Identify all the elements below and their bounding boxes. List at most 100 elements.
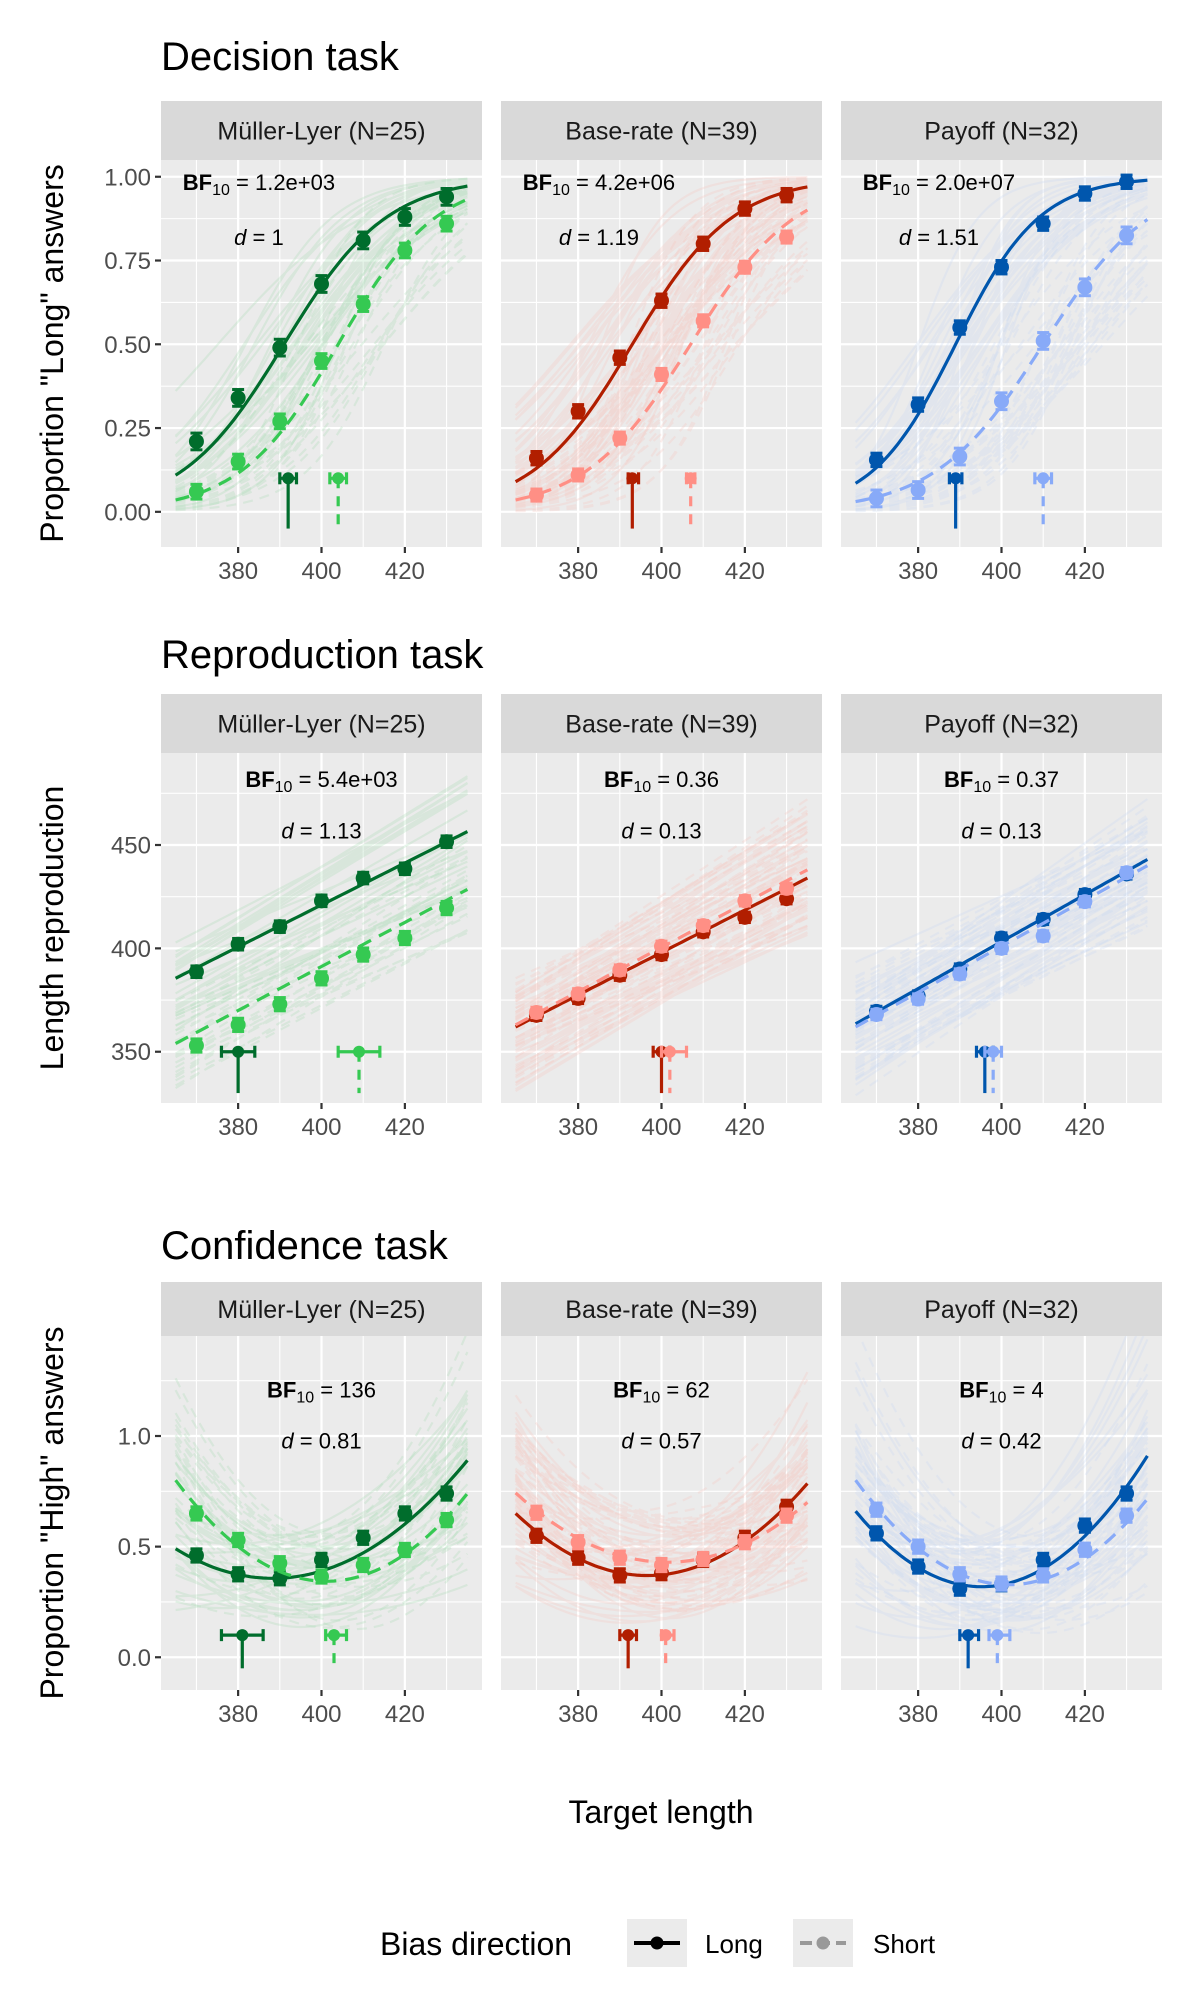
x-tick-label: 420: [385, 558, 425, 585]
individual-curve: [515, 857, 808, 985]
pse-point: [232, 1045, 245, 1058]
facet-strip-label: Base-rate (N=39): [565, 118, 757, 146]
data-point: [779, 1508, 795, 1524]
data-point: [737, 259, 753, 275]
facet-strip-label: Müller-Lyer (N=25): [217, 711, 425, 739]
individual-curve: [515, 913, 808, 1084]
individual-curve: [175, 860, 468, 986]
individual-curve: [855, 182, 1148, 484]
individual-curve: [855, 881, 1148, 1045]
individual-curve: [854, 1479, 1149, 1585]
x-tick-label: 380: [558, 558, 598, 585]
individual-curve: [174, 1450, 469, 1622]
data-point: [188, 1038, 204, 1054]
x-tick-label: 400: [301, 1114, 341, 1141]
individual-curve: [514, 1503, 809, 1604]
individual-curve: [515, 857, 808, 1002]
pse-point: [991, 1629, 1004, 1642]
individual-curve: [514, 1506, 808, 1603]
individual-curve: [854, 1416, 1149, 1583]
data-point: [188, 964, 204, 980]
individual-curve: [514, 1427, 808, 1535]
individual-curve: [855, 863, 1148, 995]
individual-curve: [515, 190, 808, 508]
individual-curve: [514, 1442, 809, 1585]
individual-curve: [514, 1422, 809, 1529]
data-point: [612, 350, 628, 366]
individual-curves-short: [855, 182, 1149, 513]
individual-curve: [515, 903, 808, 1068]
y-axis-title: Proportion "Long" answers: [34, 164, 70, 542]
individual-curve: [175, 212, 468, 494]
individual-curve: [175, 204, 468, 496]
data-point: [397, 242, 413, 258]
individual-curve: [515, 827, 808, 1022]
individual-curve: [175, 836, 468, 1011]
individual-curve: [175, 1393, 469, 1545]
individual-curve: [514, 1371, 809, 1557]
individual-curve: [175, 892, 468, 1064]
individual-curve: [175, 869, 468, 1036]
data-point: [695, 236, 711, 252]
individual-curve: [855, 921, 1148, 1061]
data-point: [994, 259, 1009, 275]
individual-curve: [515, 188, 808, 508]
individual-curve: [855, 188, 1148, 512]
x-tick-label: 400: [641, 1114, 681, 1141]
individual-curve: [175, 789, 468, 967]
individual-curve: [515, 901, 808, 1079]
panel-m-ller-lyer-n-25: Müller-Lyer (N=25) 380 400 420 BF10 = 136 d =…: [161, 1282, 482, 1728]
individual-curve: [175, 192, 468, 499]
y-tick-label: 450: [111, 832, 151, 859]
individual-curve: [515, 863, 808, 1021]
individual-curve: [515, 201, 808, 461]
individual-curve: [515, 1539, 808, 1584]
series-short: [855, 218, 1149, 529]
individual-curve: [515, 1444, 809, 1581]
panel-content: [514, 798, 809, 1094]
bf-subscript: 10: [275, 779, 293, 796]
individual-curve: [855, 926, 1148, 1064]
individual-curve: [854, 1506, 1149, 1628]
panel-payoff-n-32: Payoff (N=32) 380 400 420 BF10 = 4 d = 0.42: [841, 1282, 1162, 1728]
individual-curve: [854, 1424, 1149, 1565]
bf-annotation: BF10 = 1.2e+03: [183, 170, 335, 199]
facet-strip: [161, 1282, 482, 1336]
individual-curve: [514, 1496, 808, 1587]
individual-curve: [515, 186, 808, 503]
data-point: [528, 1505, 544, 1521]
individual-curve: [515, 1530, 809, 1618]
individual-curve: [515, 176, 808, 495]
individual-curve: [514, 1483, 808, 1569]
individual-curve: [515, 219, 808, 476]
effect-size-value: = 0.13: [634, 819, 702, 844]
individual-curve: [854, 1431, 1149, 1606]
individual-curve: [515, 200, 808, 493]
data-point: [314, 1552, 329, 1568]
bf-subscript: 10: [973, 779, 991, 796]
pse-marker-short: [1033, 472, 1054, 529]
y-axis-title: Length reproduction: [34, 786, 70, 1071]
individual-curve: [515, 869, 808, 998]
bf-label: BF: [523, 170, 552, 195]
individual-curve: [855, 193, 1148, 485]
panel-content: [514, 176, 809, 529]
data-point: [737, 909, 753, 925]
individual-curve: [515, 914, 808, 1093]
individual-curve: [514, 1445, 808, 1526]
data-point: [952, 1581, 968, 1597]
individual-curve: [515, 825, 808, 991]
data-point: [230, 390, 246, 406]
individual-curve: [175, 189, 468, 485]
individual-curve: [854, 1506, 1149, 1604]
individual-curve: [855, 178, 1148, 511]
pse-point: [328, 1629, 341, 1642]
data-point: [910, 1559, 926, 1575]
individual-curve: [515, 904, 808, 1087]
facet-strip: [841, 694, 1162, 753]
individual-curve: [175, 777, 468, 957]
bf-value: = 136: [314, 1378, 376, 1403]
data-point: [355, 1530, 371, 1546]
individual-curve: [514, 1494, 809, 1608]
individual-curve: [854, 890, 1148, 1086]
